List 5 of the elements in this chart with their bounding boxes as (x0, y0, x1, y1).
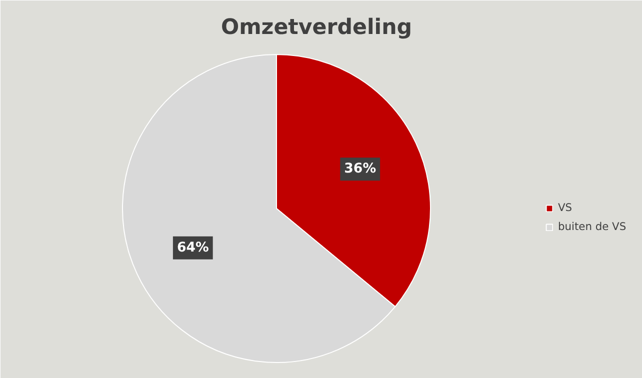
legend-label: VS (558, 201, 574, 214)
chart-title: Omzetverdeling (220, 15, 412, 40)
data-label: 64% (176, 240, 209, 256)
legend-label: buiten de VS (558, 220, 626, 233)
data-label: 36% (344, 162, 376, 177)
